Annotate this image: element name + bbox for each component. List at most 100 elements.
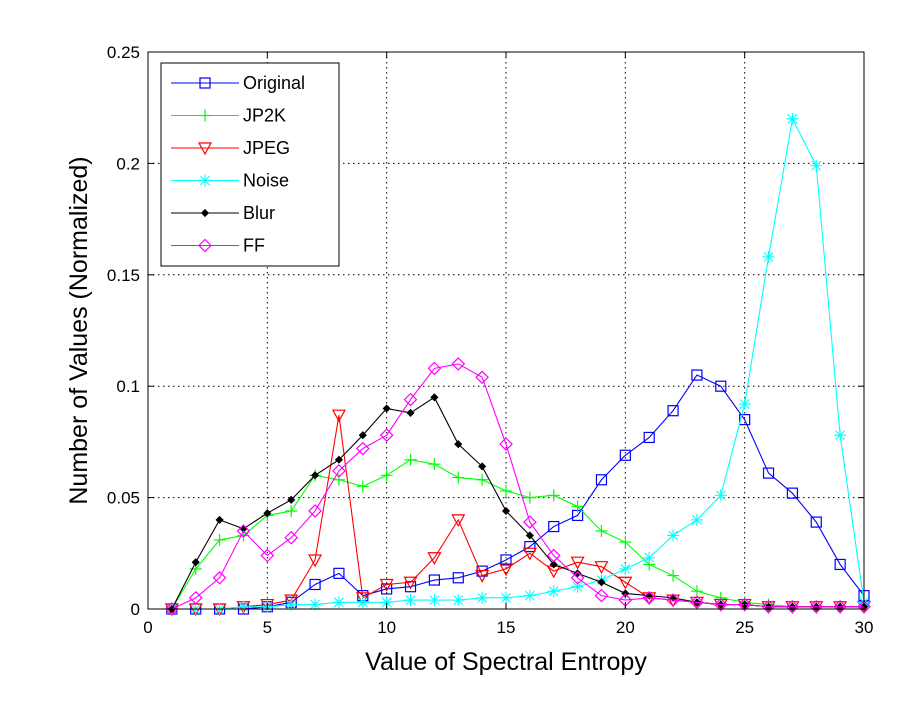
x-tick-label: 10 [377, 618, 396, 637]
data-point-noise-marker [285, 598, 298, 611]
data-point-original-marker [786, 487, 799, 499]
data-point-ff-marker [284, 530, 299, 545]
y-tick-label: 0.25 [107, 43, 140, 62]
data-point-blur-marker [287, 495, 296, 504]
x-tick-label: 20 [616, 618, 635, 637]
data-point-ff-marker [332, 464, 346, 478]
data-point-original-marker [739, 414, 751, 426]
data-point-jp2k-marker [500, 484, 512, 497]
data-point-noise-marker [476, 591, 489, 604]
x-tick-label: 25 [735, 618, 754, 637]
data-point-ff-marker [475, 370, 489, 385]
data-point-blur-marker [358, 431, 367, 440]
data-point-blur-marker [454, 440, 463, 449]
legend-noise-marker [199, 174, 211, 187]
data-point-jp2k-marker [356, 480, 369, 493]
data-point-original-marker [762, 467, 775, 479]
data-point-jp2k-marker [285, 504, 298, 517]
data-point-jp2k-marker [595, 525, 608, 538]
data-point-ff-marker [355, 441, 370, 456]
data-point-jpeg-marker [594, 561, 609, 574]
data-point-ff-marker [523, 515, 537, 529]
legend-label-original: Original [243, 73, 305, 93]
data-point-ff-marker [642, 591, 657, 605]
data-point-noise-marker [762, 250, 775, 263]
data-point-jp2k-marker [452, 471, 465, 484]
legend-label-jpeg: JPEG [243, 138, 290, 158]
x-tick-label: 30 [855, 618, 874, 637]
legend-original-marker [199, 77, 211, 89]
data-point-jp2k-marker [547, 489, 560, 502]
legend-box [160, 62, 340, 267]
data-point-jpeg-marker [260, 598, 275, 612]
data-point-ff-marker [785, 599, 800, 614]
data-point-ff-marker [857, 599, 871, 614]
data-point-blur-marker [406, 408, 415, 418]
data-point-noise-marker [834, 429, 847, 442]
data-point-jpeg-marker [379, 578, 394, 592]
legend-ff-marker [198, 238, 212, 253]
data-point-noise-marker [571, 580, 584, 593]
legend-entry-blur: Blur [171, 203, 275, 223]
data-point-ff-marker [308, 504, 322, 518]
data-point-jpeg-marker [284, 594, 299, 608]
data-point-ff-marker [809, 599, 824, 614]
data-point-ff-marker [188, 591, 203, 605]
data-point-ff-marker [236, 524, 251, 538]
data-point-ff-marker [165, 602, 179, 616]
x-tick-label: 15 [497, 618, 516, 637]
data-point-noise-marker [547, 585, 560, 598]
data-point-original-marker [500, 554, 512, 566]
x-axis-label: Value of Spectral Entropy [365, 648, 647, 676]
ticks: 0 5 10 15 20 25 30 0 0.05 0.1 0.15 0.2 0.25 [107, 43, 874, 637]
data-point-original-marker [452, 572, 464, 584]
series-ff [165, 357, 871, 616]
y-tick-label: 0.2 [116, 154, 140, 173]
data-point-ff-marker [499, 437, 513, 451]
legend-label-jp2k: JP2K [243, 106, 286, 126]
data-point-blur-marker [478, 462, 487, 471]
data-point-ff-marker [379, 428, 394, 443]
data-point-noise-marker [714, 489, 727, 502]
data-point-ff-marker [690, 595, 704, 610]
data-point-jpeg-marker [498, 563, 514, 577]
data-point-original-marker [643, 431, 655, 444]
data-point-noise-marker [380, 596, 393, 609]
data-point-ff-marker [833, 599, 847, 614]
data-point-jp2k-marker [428, 458, 441, 471]
data-point-noise-marker [356, 596, 369, 609]
data-point-noise-marker [404, 594, 417, 607]
data-point-noise-marker [309, 598, 322, 611]
data-point-noise-marker [619, 562, 632, 575]
data-point-ff-marker [546, 548, 561, 563]
data-point-jpeg-marker [355, 592, 370, 606]
data-point-noise-marker [786, 112, 799, 125]
data-point-noise-marker [643, 551, 656, 564]
legend-blur-marker [200, 208, 210, 218]
data-point-jp2k-marker [667, 569, 680, 582]
data-point-jpeg-marker [618, 576, 633, 590]
data-point-original-marker [810, 516, 822, 528]
data-point-jpeg-marker [308, 554, 323, 568]
data-point-noise-marker [523, 589, 536, 602]
data-point-noise-marker [810, 159, 823, 172]
data-point-blur-marker [430, 393, 439, 402]
data-point-blur-marker [191, 558, 200, 567]
y-tick-label: 0.05 [107, 489, 140, 508]
data-point-jp2k-marker [571, 500, 584, 513]
data-point-blur-marker [525, 531, 534, 540]
data-point-jpeg-marker [522, 547, 537, 561]
series-line-original [171, 374, 865, 610]
data-point-ff-marker [594, 588, 609, 603]
legend-entry-jp2k: JP2K [171, 106, 286, 126]
data-point-jp2k-marker [690, 585, 703, 598]
legend-entry-ff: FF [171, 236, 265, 256]
data-point-ff-marker [761, 599, 776, 614]
legend-entry-jpeg: JPEG [171, 138, 290, 158]
data-point-jpeg-marker [331, 409, 346, 423]
data-point-noise-marker [667, 529, 680, 542]
data-point-blur-marker [573, 569, 582, 578]
data-point-ff-marker [570, 570, 585, 585]
data-point-original-marker [595, 474, 608, 486]
